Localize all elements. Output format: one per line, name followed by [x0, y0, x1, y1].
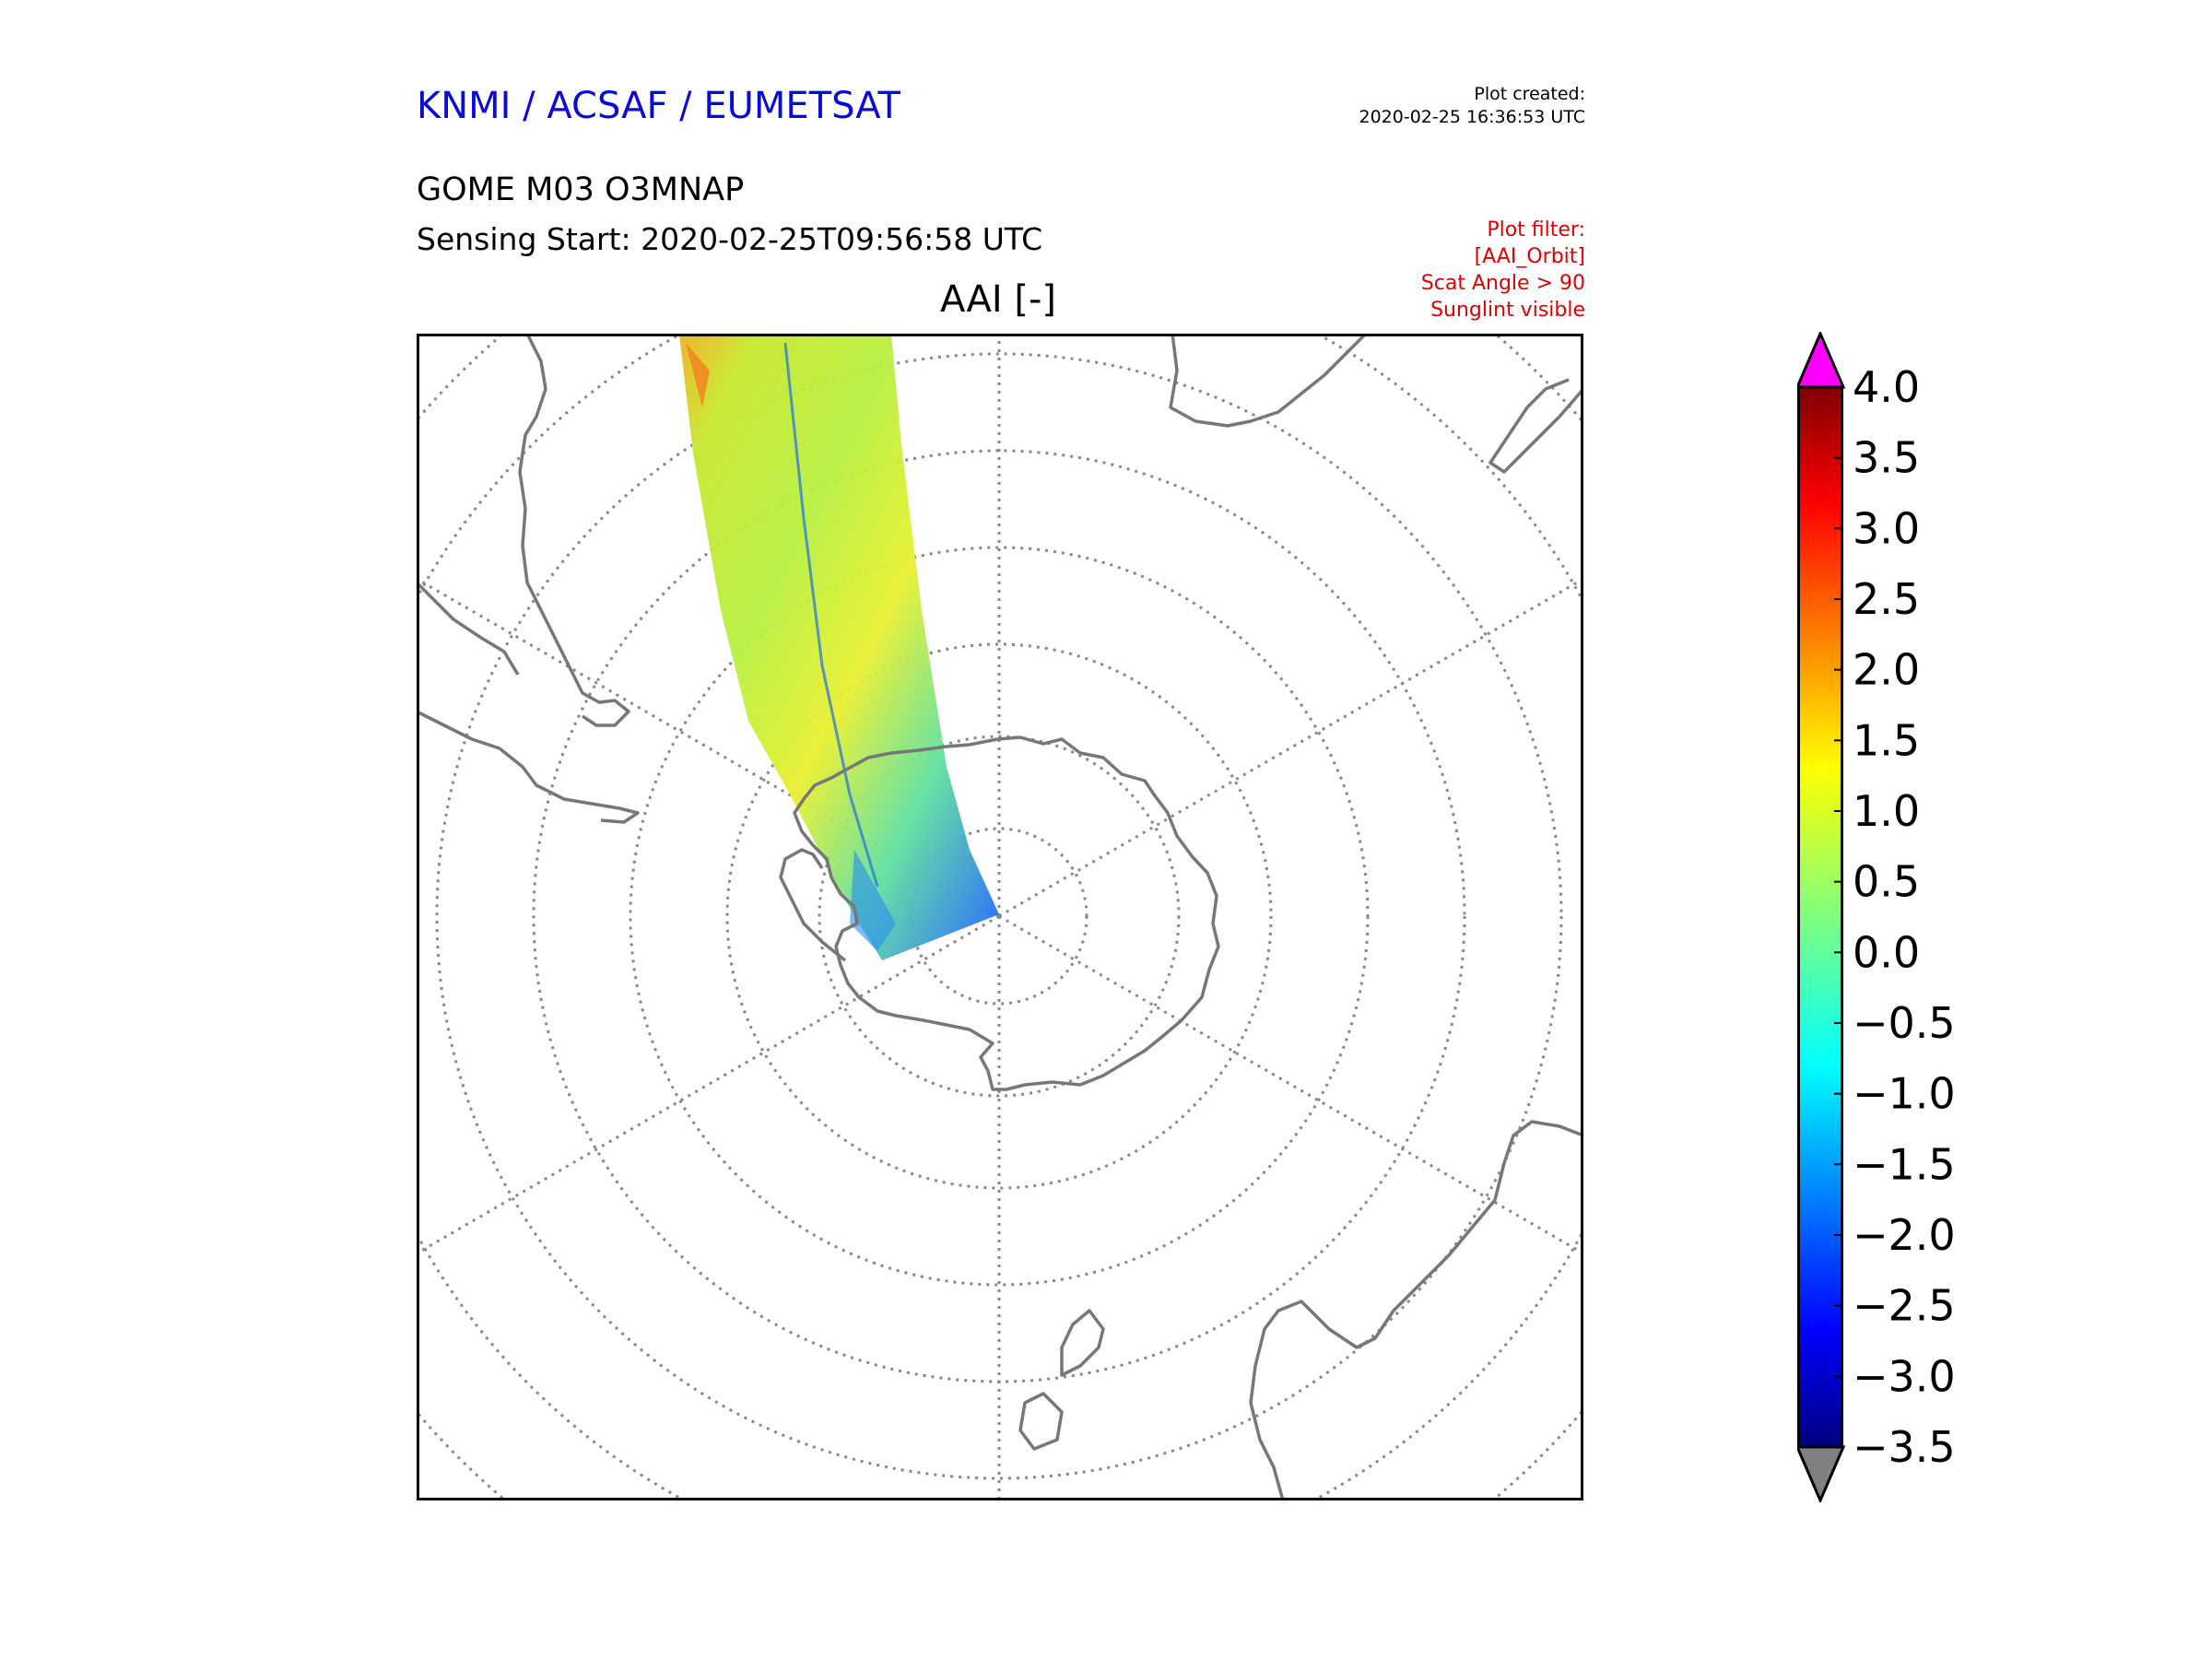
colorbar: 4.0 3.5 3.0 2.5 2.0 1.5 1.0 0.5 0.0 −0.5 −1.0 −1.5 −…: [1797, 332, 1956, 1502]
colorbar-tick-label: 1.5: [1853, 715, 1920, 765]
colorbar-tick-label: 3.5: [1853, 433, 1920, 483]
sensing-start: Sensing Start: 2020-02-25T09:56:58 UTC: [417, 221, 1043, 257]
colorbar-tick-label: 1.0: [1853, 786, 1920, 836]
plot-created: Plot created: 2020-02-25 16:36:53 UTC: [1359, 83, 1586, 129]
colorbar-tick-label: 2.0: [1853, 645, 1920, 695]
colorbar-tick-label: −3.5: [1853, 1422, 1956, 1472]
colorbar-tick-label: 0.5: [1853, 857, 1920, 907]
colorbar-tick-label: −2.5: [1853, 1281, 1956, 1331]
colorbar-tick-label: 3.0: [1853, 503, 1920, 553]
satellite-swath: [679, 334, 999, 960]
colorbar-tick-label: 2.5: [1853, 574, 1920, 624]
polar-map: [417, 334, 1583, 1500]
product-name: GOME M03 O3MNAP: [417, 171, 745, 208]
plot-created-label: Plot created:: [1474, 84, 1585, 104]
map-title: AAI [-]: [940, 278, 1056, 321]
colorbar-tick-label: 4.0: [1853, 362, 1920, 412]
coastlines: [417, 334, 1583, 1500]
colorbar-under-arrow: [1797, 1445, 1846, 1502]
colorbar-over-arrow: [1797, 332, 1846, 389]
organization-title: KNMI / ACSAF / EUMETSAT: [417, 85, 900, 127]
colorbar-tick-label: −3.0: [1853, 1351, 1956, 1401]
map-border: [417, 334, 1583, 1500]
colorbar-gradient: [1797, 385, 1843, 1449]
plot-filter-line: Scat Angle > 90: [1420, 272, 1585, 295]
plot-filter-line: [AAI_Orbit]: [1474, 245, 1585, 268]
plot-filter: Plot filter: [AAI_Orbit] Scat Angle > 90…: [1421, 217, 1585, 324]
colorbar-tick-label: −1.0: [1853, 1069, 1956, 1119]
colorbar-tick-label: 0.0: [1853, 927, 1920, 977]
meridian-lines: [417, 334, 1583, 1500]
plot-created-time: 2020-02-25 16:36:53 UTC: [1359, 107, 1586, 127]
plot-filter-title: Plot filter:: [1487, 218, 1585, 241]
colorbar-tick-label: −2.0: [1853, 1210, 1956, 1260]
colorbar-tick-label: −1.5: [1853, 1139, 1956, 1189]
colorbar-tick-label: −0.5: [1853, 998, 1956, 1048]
plot-filter-line: Sunglint visible: [1430, 299, 1585, 322]
